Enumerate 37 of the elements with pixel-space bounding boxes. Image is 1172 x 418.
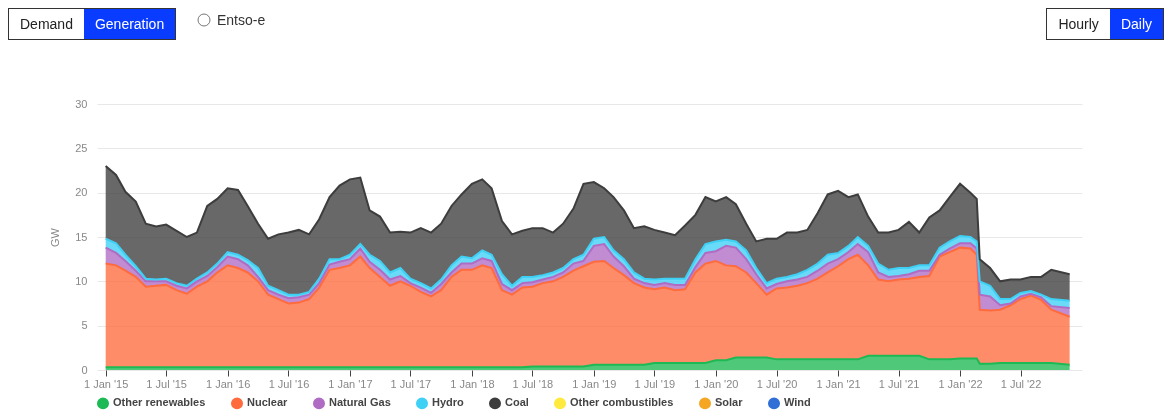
x-tick-label: 1 Jul '22 — [1000, 377, 1042, 390]
x-tick-label: 1 Jan '17 — [328, 377, 373, 390]
text: Generation — [83, 9, 176, 39]
legend-label: Other renewables — [113, 396, 206, 409]
y-tick-label: 15 — [75, 230, 88, 243]
x-tick-label: 1 Jul '20 — [756, 377, 798, 390]
x-tick-label: 1 Jan '21 — [816, 377, 861, 390]
y-tick-label: 25 — [75, 141, 88, 154]
y-tick-label: 10 — [75, 274, 88, 287]
legend-label: Coal — [505, 396, 529, 409]
legend-label: Natural Gas — [329, 396, 391, 409]
y-tick-label: 30 — [75, 97, 88, 110]
text: Daily — [1109, 9, 1163, 39]
y-tick-label: 20 — [75, 186, 88, 199]
x-tick-label: 1 Jul '21 — [878, 377, 920, 390]
x-tick-label: 1 Jan '20 — [694, 377, 739, 390]
x-tick-label: 1 Jul '19 — [634, 377, 676, 390]
x-tick-label: 1 Jan '18 — [450, 377, 495, 390]
x-tick-label: 1 Jul '16 — [268, 377, 310, 390]
x-tick-label: 1 Jul '18 — [512, 377, 554, 390]
y-axis-title: GW — [49, 227, 62, 247]
x-tick-label: 1 Jan '19 — [572, 377, 617, 390]
legend-label: Other combustibles — [570, 396, 674, 409]
text: Entso-e — [217, 12, 266, 28]
x-tick-label: 1 Jul '15 — [146, 377, 187, 390]
text: Hourly — [1057, 15, 1100, 34]
x-tick-label: 1 Jan '15 — [84, 377, 129, 390]
x-tick-label: 1 Jan '16 — [205, 377, 251, 390]
text: Demand — [19, 15, 74, 34]
legend-label: Solar — [715, 396, 744, 409]
legend-label: Hydro — [432, 396, 465, 409]
legend-label: Wind — [784, 396, 811, 409]
y-tick-label: 5 — [81, 319, 88, 332]
y-tick-label: 0 — [81, 363, 88, 376]
x-tick-label: 1 Jul '17 — [390, 377, 432, 390]
x-tick-label: 1 Jan '22 — [938, 377, 983, 390]
legend-label: Nuclear — [247, 396, 289, 409]
